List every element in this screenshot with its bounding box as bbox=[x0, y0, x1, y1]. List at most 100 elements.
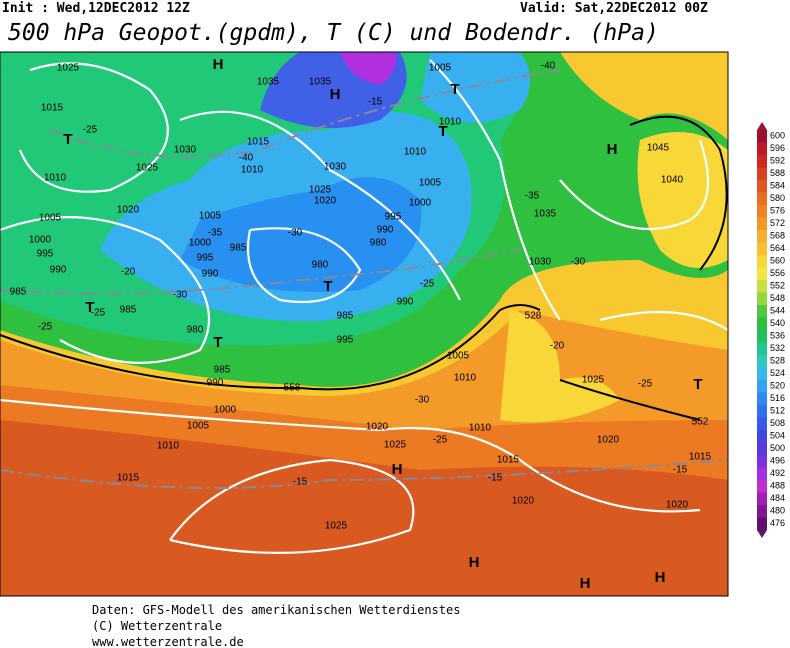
contour-label: 1020 bbox=[117, 205, 140, 216]
contour-label: 1025 bbox=[582, 375, 605, 386]
legend-swatch bbox=[757, 442, 767, 455]
contour-label: 552 bbox=[692, 417, 709, 428]
legend-label: 560 bbox=[770, 256, 785, 266]
pressure-center: H bbox=[213, 56, 224, 73]
pressure-center: H bbox=[580, 575, 591, 592]
contour-label: 1030 bbox=[324, 162, 347, 173]
legend-swatch bbox=[757, 492, 767, 505]
contour-label: -15 bbox=[293, 477, 308, 488]
legend-swatch bbox=[757, 417, 767, 430]
pressure-center: H bbox=[607, 141, 618, 158]
legend-swatch bbox=[757, 280, 767, 293]
contour-label: -25 bbox=[83, 125, 98, 136]
legend-label: 476 bbox=[770, 518, 785, 528]
contour-label: 1030 bbox=[174, 145, 197, 156]
title: 500 hPa Geopot.(gpdm), T (C) und Bodendr… bbox=[8, 20, 659, 46]
legend-swatch bbox=[757, 267, 767, 280]
contour-label: 1005 bbox=[187, 421, 210, 432]
footer-line: www.wetterzentrale.de bbox=[92, 635, 244, 648]
legend-label: 548 bbox=[770, 293, 785, 303]
contour-label: 1010 bbox=[44, 173, 67, 184]
legend-swatch bbox=[757, 467, 767, 480]
legend-cap bbox=[757, 530, 767, 538]
pressure-center: H bbox=[392, 461, 403, 478]
contour-label: 1010 bbox=[157, 441, 180, 452]
contour-label: 995 bbox=[337, 335, 354, 346]
contour-label: 1010 bbox=[454, 373, 477, 384]
legend-label: 488 bbox=[770, 481, 785, 491]
contour-label: 1045 bbox=[647, 143, 670, 154]
pressure-center: T bbox=[693, 376, 702, 393]
legend-label: 532 bbox=[770, 343, 785, 353]
contour-label: -20 bbox=[550, 341, 565, 352]
pressure-center: H bbox=[469, 554, 480, 571]
legend-label: 512 bbox=[770, 406, 785, 416]
legend-swatch bbox=[757, 230, 767, 243]
legend-swatch bbox=[757, 392, 767, 405]
contour-label: -25 bbox=[91, 308, 106, 319]
contour-label: -15 bbox=[368, 97, 383, 108]
contour-label: -15 bbox=[673, 465, 688, 476]
contour-label: -40 bbox=[541, 61, 556, 72]
init-time: Init : Wed,12DEC2012 12Z bbox=[2, 1, 190, 16]
legend-label: 580 bbox=[770, 193, 785, 203]
legend-swatch bbox=[757, 167, 767, 180]
contour-label: -40 bbox=[239, 153, 254, 164]
legend-label: 584 bbox=[770, 181, 785, 191]
contour-label: 985 bbox=[230, 243, 247, 254]
pressure-center: T bbox=[213, 334, 222, 351]
legend-label: 600 bbox=[770, 131, 785, 141]
pressure-center: T bbox=[323, 278, 332, 295]
legend-swatch bbox=[757, 180, 767, 193]
contour-label: 1000 bbox=[29, 235, 52, 246]
contour-label: -30 bbox=[288, 228, 303, 239]
contour-label: 1000 bbox=[409, 198, 432, 209]
contour-label: 990 bbox=[207, 378, 224, 389]
legend-swatch bbox=[757, 142, 767, 155]
contour-label: -25 bbox=[638, 379, 653, 390]
contour-label: 1015 bbox=[117, 473, 140, 484]
contour-label: 1010 bbox=[404, 147, 427, 158]
legend-label: 536 bbox=[770, 331, 785, 341]
legend-label: 556 bbox=[770, 268, 785, 278]
legend-swatch bbox=[757, 205, 767, 218]
legend-label: 588 bbox=[770, 168, 785, 178]
legend-swatch bbox=[757, 480, 767, 493]
legend-swatch bbox=[757, 305, 767, 318]
legend-swatch bbox=[757, 242, 767, 255]
legend-swatch bbox=[757, 455, 767, 468]
legend-swatch bbox=[757, 330, 767, 343]
contour-label: -30 bbox=[571, 257, 586, 268]
legend-label: 528 bbox=[770, 356, 785, 366]
contour-label: 995 bbox=[197, 253, 214, 264]
contour-label: 1015 bbox=[247, 137, 270, 148]
legend-label: 492 bbox=[770, 468, 785, 478]
footer-line: Daten: GFS-Modell des amerikanischen Wet… bbox=[92, 603, 460, 617]
legend-label: 480 bbox=[770, 506, 785, 516]
contour-label: -30 bbox=[173, 290, 188, 301]
legend-label: 540 bbox=[770, 318, 785, 328]
contour-label: 1010 bbox=[241, 165, 264, 176]
contour-label: 1035 bbox=[309, 77, 332, 88]
contour-label: -25 bbox=[38, 322, 53, 333]
contour-label: 995 bbox=[37, 249, 54, 260]
contour-label: 1040 bbox=[661, 175, 684, 186]
contour-label: 1025 bbox=[309, 185, 332, 196]
legend-label: 564 bbox=[770, 243, 785, 253]
pressure-center: T bbox=[63, 131, 72, 148]
contour-label: 1020 bbox=[512, 496, 535, 507]
contour-label: 990 bbox=[397, 297, 414, 308]
legend-label: 504 bbox=[770, 431, 785, 441]
contour-label: 1025 bbox=[57, 63, 80, 74]
legend-label: 552 bbox=[770, 281, 785, 291]
legend-swatch bbox=[757, 505, 767, 518]
legend-label: 500 bbox=[770, 443, 785, 453]
legend-swatch bbox=[757, 192, 767, 205]
contour-label: 990 bbox=[377, 225, 394, 236]
color-legend: 600 596 592 588 584 580 576 572 568 564 560 556 552 5… bbox=[757, 122, 785, 538]
contour-label: 558 bbox=[284, 383, 301, 394]
contour-label: -35 bbox=[525, 191, 540, 202]
contour-label: -30 bbox=[415, 395, 430, 406]
